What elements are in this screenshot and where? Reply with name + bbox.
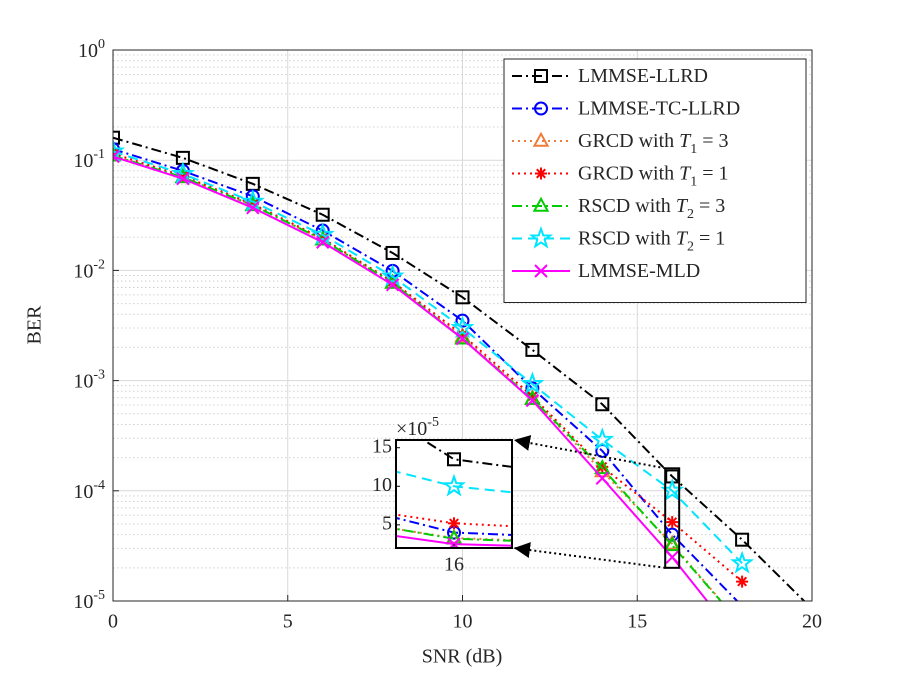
marker xyxy=(315,235,330,249)
x-tick-label: 15 xyxy=(627,611,647,633)
series-line xyxy=(113,155,709,601)
legend-label: RSCD with T2 = 3 xyxy=(578,195,725,222)
marker xyxy=(385,245,400,260)
inset-x-tick-label: 16 xyxy=(444,554,464,576)
y-axis-label: BER xyxy=(24,305,46,345)
marker xyxy=(113,130,120,145)
marker xyxy=(246,201,260,215)
x-tick-label: 0 xyxy=(108,611,118,633)
grid xyxy=(112,49,813,602)
x-tick-label: 5 xyxy=(283,611,293,633)
marker xyxy=(525,342,540,357)
marker xyxy=(240,189,265,212)
legend-label: GRCD with T1 = 1 xyxy=(578,162,729,189)
marker xyxy=(454,329,471,345)
legend-label: LMMSE-LLRD xyxy=(578,65,708,87)
marker xyxy=(666,516,679,529)
inset-y-tick-label: 5 xyxy=(382,512,392,534)
inset-series xyxy=(396,440,512,548)
y-tick-label: 10-1 xyxy=(73,147,105,172)
marker xyxy=(455,290,470,305)
legend-marker xyxy=(529,225,553,249)
legend-marker xyxy=(532,196,550,212)
marker xyxy=(525,393,540,408)
series-line xyxy=(113,148,739,601)
series-line xyxy=(113,150,743,564)
legend-label: RSCD with T2 = 1 xyxy=(578,227,725,254)
y-tick-label: 10-2 xyxy=(73,257,105,282)
marker xyxy=(595,397,610,412)
marker xyxy=(455,313,470,328)
y-tick-label: 10-3 xyxy=(73,367,105,392)
marker xyxy=(176,171,190,186)
marker xyxy=(447,452,461,467)
legend-marker xyxy=(532,131,550,147)
legend-marker xyxy=(535,167,547,180)
x-tick-label: 10 xyxy=(453,611,473,633)
legend-label: LMMSE-TC-LLRD xyxy=(578,97,740,119)
legend: LMMSE-LLRD LMMSE-TC-LLRD GRCD with T1 = 3 G… xyxy=(503,58,807,303)
series-line xyxy=(113,136,806,601)
y-tick-label: 10-5 xyxy=(73,588,105,613)
marker xyxy=(594,459,611,475)
inset-y-tick-label: 10 xyxy=(372,474,392,496)
legend-label: GRCD with T1 = 3 xyxy=(578,130,729,157)
y-tick-label: 100 xyxy=(78,37,105,62)
marker xyxy=(735,532,750,547)
marker xyxy=(385,278,400,292)
series-layer xyxy=(113,130,806,601)
series-line xyxy=(113,154,723,601)
marker xyxy=(310,222,335,246)
marker xyxy=(736,575,749,588)
zoom-connector xyxy=(513,542,666,569)
x-tick-label: 20 xyxy=(802,611,822,633)
zoom-connector xyxy=(513,435,666,470)
legend-marker xyxy=(534,69,548,83)
marker xyxy=(315,207,330,222)
inset-multiplier: ×10-5 xyxy=(396,415,439,440)
marker xyxy=(730,550,755,574)
marker xyxy=(595,471,610,485)
marker xyxy=(113,138,125,162)
legend-box xyxy=(503,58,807,303)
marker xyxy=(455,331,470,346)
zoom-box xyxy=(664,467,681,569)
legend-marker xyxy=(534,101,548,116)
legend-label: LMMSE-MLD xyxy=(578,260,700,282)
legend-marker xyxy=(534,264,548,278)
y-tick-label: 10-4 xyxy=(73,478,105,503)
marker xyxy=(113,149,120,164)
x-axis-label: SNR (dB) xyxy=(422,646,503,668)
marker xyxy=(665,550,679,564)
inset-y-tick-label: 15 xyxy=(372,435,392,457)
marker xyxy=(442,473,466,497)
inset: 5 10 15 16 ×10-5 xyxy=(372,415,681,576)
marker xyxy=(450,315,475,339)
marker xyxy=(663,536,681,552)
marker xyxy=(520,371,545,395)
plot-frame xyxy=(112,49,813,602)
marker xyxy=(590,427,615,451)
marker xyxy=(380,263,405,287)
marker xyxy=(448,517,460,530)
